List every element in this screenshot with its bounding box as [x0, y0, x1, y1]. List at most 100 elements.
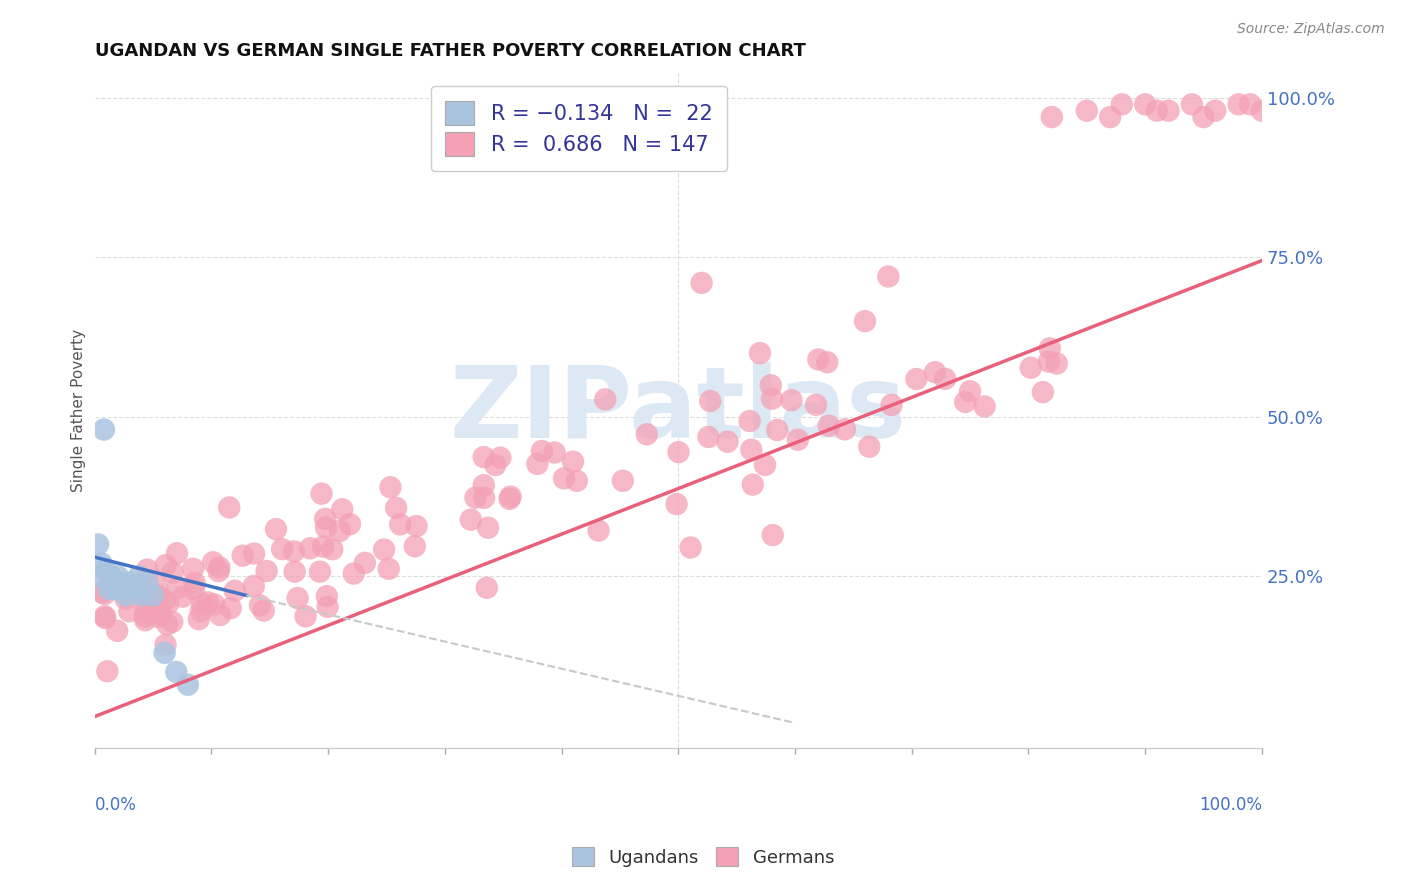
Point: [264, 522, 287, 536]
Point: [146, 588, 169, 602]
Point: [1038, 354, 1060, 368]
Text: UGANDAN VS GERMAN SINGLE FATHER POVERTY CORRELATION CHART: UGANDAN VS GERMAN SINGLE FATHER POVERTY …: [94, 42, 806, 60]
Point: [690, 276, 713, 290]
Point: [243, 547, 266, 561]
Point: [815, 355, 838, 369]
Point: [959, 384, 981, 399]
Point: [166, 546, 188, 560]
Point: [780, 393, 803, 408]
Point: [183, 582, 205, 597]
Point: [243, 579, 266, 593]
Point: [146, 579, 169, 593]
Point: [593, 392, 616, 407]
Point: [464, 491, 486, 505]
Point: [218, 500, 240, 515]
Point: [385, 500, 408, 515]
Point: [191, 597, 214, 611]
Point: [354, 556, 377, 570]
Point: [498, 491, 520, 506]
Point: [699, 394, 721, 409]
Point: [679, 541, 702, 555]
Point: [190, 604, 212, 618]
Point: [197, 595, 219, 609]
Point: [183, 576, 205, 591]
Point: [339, 517, 361, 532]
Point: [105, 624, 128, 638]
Point: [1032, 385, 1054, 400]
Point: [94, 611, 117, 625]
Point: [934, 372, 956, 386]
Point: [905, 372, 928, 386]
Point: [472, 450, 495, 464]
Point: [309, 565, 332, 579]
Point: [90, 557, 112, 571]
Point: [114, 591, 136, 606]
Point: [329, 524, 352, 538]
Point: [134, 604, 156, 618]
Point: [741, 477, 763, 491]
Point: [208, 564, 231, 578]
Point: [553, 471, 575, 485]
Point: [762, 528, 785, 542]
Point: [208, 560, 231, 574]
Point: [314, 512, 336, 526]
Point: [271, 542, 294, 557]
Point: [87, 537, 110, 551]
Point: [134, 609, 156, 624]
Point: [156, 617, 179, 632]
Point: [104, 582, 127, 596]
Point: [93, 423, 115, 437]
Point: [96, 563, 118, 577]
Point: [1146, 103, 1168, 118]
Point: [1076, 103, 1098, 118]
Point: [1111, 97, 1133, 112]
Point: [155, 558, 177, 573]
Point: [330, 502, 353, 516]
Point: [472, 491, 495, 505]
Point: [924, 365, 946, 379]
Point: [91, 585, 114, 599]
Text: 0.0%: 0.0%: [94, 796, 136, 814]
Legend: Ugandans, Germans: Ugandans, Germans: [565, 840, 841, 874]
Point: [284, 565, 307, 579]
Point: [122, 582, 145, 596]
Point: [562, 455, 585, 469]
Point: [1040, 110, 1063, 124]
Legend: R = −0.134   N =  22, R =  0.686   N = 147: R = −0.134 N = 22, R = 0.686 N = 147: [430, 87, 727, 170]
Point: [129, 589, 152, 603]
Point: [107, 569, 129, 583]
Point: [142, 589, 165, 603]
Point: [157, 596, 180, 610]
Point: [373, 542, 395, 557]
Point: [404, 539, 426, 553]
Point: [181, 562, 204, 576]
Point: [316, 599, 339, 614]
Point: [249, 599, 271, 613]
Point: [103, 575, 125, 590]
Point: [177, 678, 200, 692]
Point: [162, 566, 184, 580]
Point: [834, 422, 856, 436]
Point: [100, 569, 122, 583]
Point: [612, 474, 634, 488]
Point: [759, 378, 782, 392]
Point: [1039, 342, 1062, 356]
Point: [1133, 97, 1156, 112]
Point: [807, 352, 830, 367]
Point: [146, 610, 169, 624]
Point: [172, 590, 194, 604]
Point: [786, 433, 808, 447]
Point: [697, 430, 720, 444]
Point: [209, 608, 232, 623]
Point: [321, 542, 343, 557]
Point: [565, 474, 588, 488]
Point: [118, 604, 141, 618]
Point: [165, 665, 187, 679]
Point: [766, 423, 789, 437]
Point: [315, 589, 337, 603]
Point: [93, 587, 115, 601]
Point: [472, 478, 495, 492]
Point: [716, 434, 738, 449]
Point: [380, 480, 402, 494]
Y-axis label: Single Father Poverty: Single Father Poverty: [72, 329, 86, 492]
